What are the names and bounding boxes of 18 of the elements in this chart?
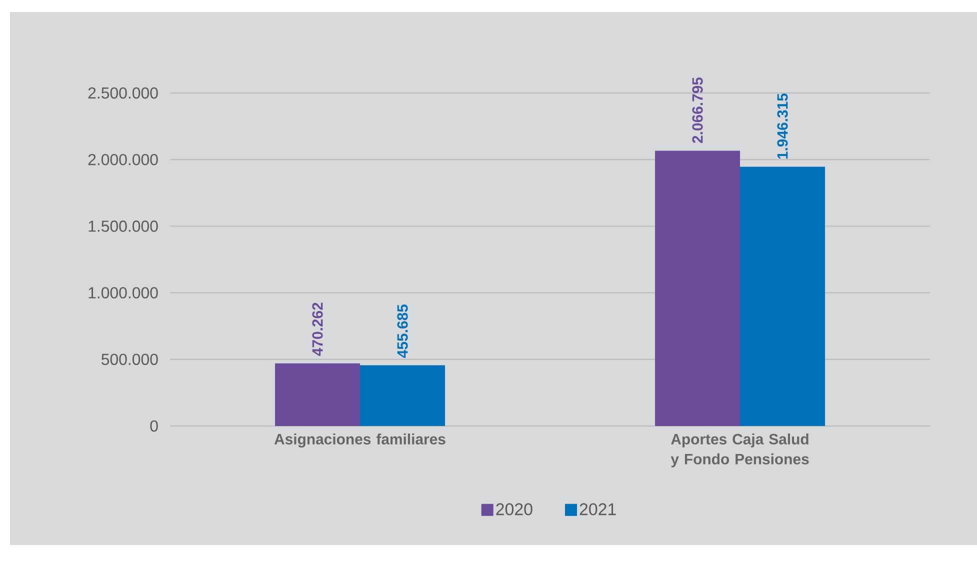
- y-tick-label: 2.500.000: [88, 87, 158, 99]
- bar: [275, 363, 360, 426]
- x-tick-label: Aportes Caja Salud y Fondo Pensiones: [670, 434, 809, 468]
- data-label: 455.685: [397, 304, 408, 358]
- legend-label: 2021: [580, 503, 616, 516]
- data-label: 470.262: [312, 302, 323, 356]
- data-label: 1.946.315: [777, 93, 788, 159]
- y-tick-label: 500.000: [102, 354, 158, 366]
- y-tick-label: 2.000.000: [88, 154, 158, 166]
- x-tick-label: Asignaciones familiares: [274, 434, 446, 448]
- y-tick-label: 1.500.000: [88, 220, 158, 232]
- bar: [655, 150, 740, 426]
- data-label: 2.066.795: [692, 77, 703, 143]
- y-tick-label: 1.000.000: [88, 287, 158, 298]
- legend-label: 2020: [496, 503, 532, 516]
- bar: [360, 365, 446, 426]
- y-tick-label: 0: [150, 420, 158, 432]
- bar: [740, 166, 826, 426]
